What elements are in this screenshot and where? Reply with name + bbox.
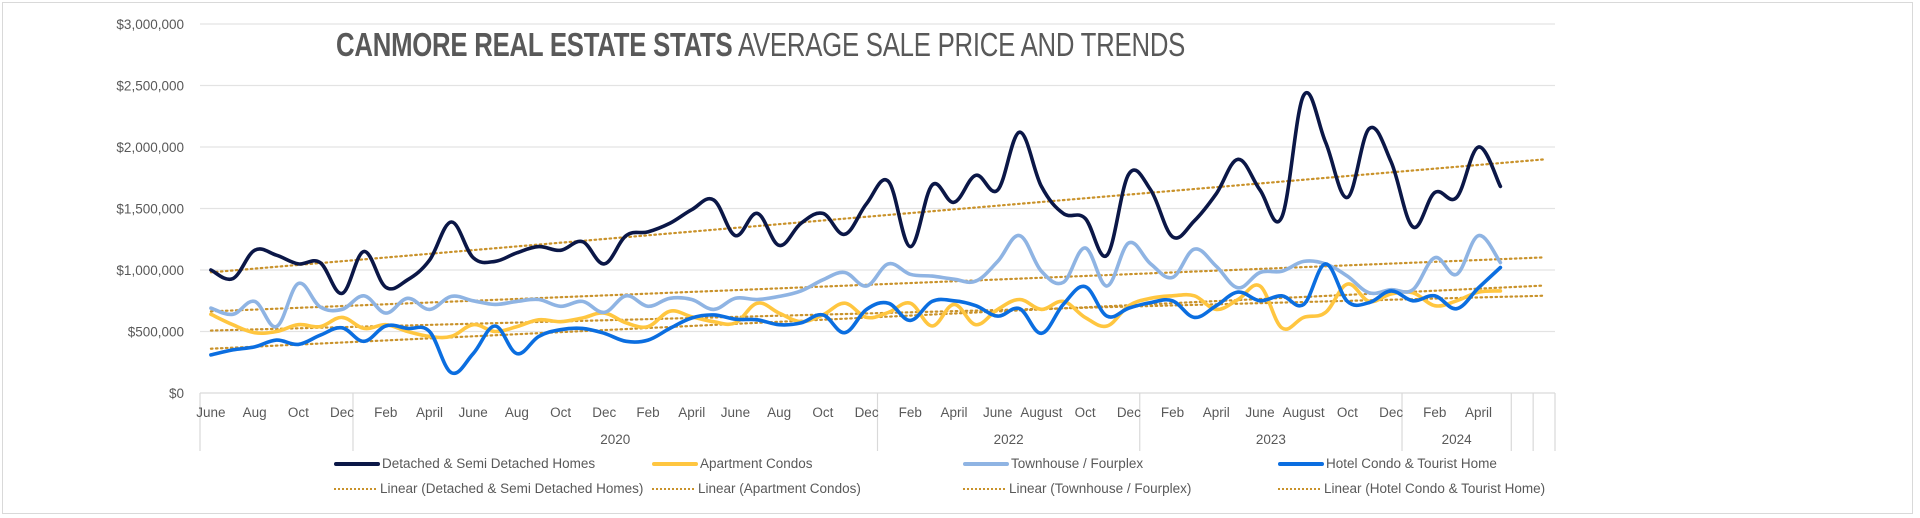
x-tick-label: Feb [1161,405,1184,420]
legend: Detached & Semi Detached Homes Apartment… [0,452,1920,512]
gridlines [200,23,1555,333]
x-year-label: 2022 [994,432,1024,447]
x-tick-label: August [1020,405,1062,420]
x-tick-label: Feb [1423,405,1446,420]
x-tick-label: Aug [243,405,267,420]
y-axis: $0 $500,000 $1,000,000 $1,500,000 $2,000,000… [116,17,184,401]
x-year-label: 2020 [600,432,630,447]
y-tick-label: $2,000,000 [116,140,184,155]
legend-label: Linear (Townhouse / Fourplex) [1009,481,1192,496]
trendline-detached [209,158,1546,274]
x-tick-label: April [940,405,967,420]
x-tick-label: Oct [812,405,833,420]
x-tick-label: April [1203,405,1230,420]
series-line-hotel [209,262,1503,376]
legend-swatch-trend [652,487,694,490]
legend-label: Apartment Condos [700,456,813,471]
x-tick-label: Oct [550,405,571,420]
legend-item-detached[interactable]: Detached & Semi Detached Homes [334,456,595,471]
legend-label: Linear (Apartment Condos) [698,481,861,496]
x-tick-label: April [416,405,443,420]
x-tick-label: Oct [1337,405,1358,420]
legend-label: Linear (Detached & Semi Detached Homes) [380,481,644,496]
y-tick-label: $1,500,000 [116,202,184,217]
x-tick-label: Aug [767,405,791,420]
x-axis: 2020 2022 2023 2024 June Aug Oct Dec Feb April Jun… [196,392,1556,451]
chart-title-bold: CANMORE REAL ESTATE STATS [336,26,733,63]
series-lines [209,90,1503,376]
x-tick-label: Feb [899,405,922,420]
x-year-label: 2024 [1442,432,1473,447]
x-tick-label: Dec [1379,405,1403,420]
legend-item-trend-detached[interactable]: Linear (Detached & Semi Detached Homes) [334,481,643,496]
x-tick-label: August [1283,405,1325,420]
legend-item-trend-hotel[interactable]: Linear (Hotel Condo & Tourist Home) [1278,481,1545,496]
chart-title-light: AVERAGE SALE PRICE AND TRENDS [732,26,1186,63]
x-tick-label: Dec [1117,405,1141,420]
y-tick-label: $500,000 [128,325,184,340]
x-tick-label: June [1245,405,1274,420]
x-tick-label: Oct [288,405,309,420]
y-tick-label: $0 [169,386,184,401]
x-tick-label: Dec [855,405,879,420]
chart-title: CANMORE REAL ESTATE STATS AVERAGE SALE P… [336,26,1185,64]
x-tick-label: June [459,405,488,420]
legend-item-trend-townhouse[interactable]: Linear (Townhouse / Fourplex) [963,481,1191,496]
legend-swatch-hotel [1278,461,1324,466]
y-tick-label: $3,000,000 [116,17,184,32]
x-tick-label: June [983,405,1012,420]
legend-swatch-apartment [652,461,698,466]
legend-label: Linear (Hotel Condo & Tourist Home) [1324,481,1546,496]
legend-label: Townhouse / Fourplex [1011,456,1144,471]
x-tick-label: Aug [505,405,529,420]
x-tick-label: April [678,405,705,420]
series-line-townhouse [209,233,1503,329]
trendline-apartment [209,294,1546,332]
legend-swatch-townhouse [963,461,1009,466]
legend-swatch-trend [334,487,376,490]
x-tick-label: Dec [330,405,354,420]
y-tick-label: $2,500,000 [116,79,184,94]
legend-label: Hotel Condo & Tourist Home [1326,456,1497,471]
x-tick-label: June [721,405,750,420]
x-tick-label: Dec [592,405,616,420]
legend-swatch-trend [963,487,1005,490]
legend-swatch-trend [1278,487,1320,490]
x-tick-label: Feb [374,405,397,420]
series-line-apartment [209,282,1503,340]
legend-item-trend-apartment[interactable]: Linear (Apartment Condos) [652,481,861,496]
series-line-detached [209,90,1503,296]
x-tick-label: Feb [636,405,659,420]
y-tick-label: $1,000,000 [116,263,184,278]
x-tick-label: April [1465,405,1492,420]
legend-label: Detached & Semi Detached Homes [382,456,596,471]
legend-item-townhouse[interactable]: Townhouse / Fourplex [963,456,1143,471]
legend-item-hotel[interactable]: Hotel Condo & Tourist Home [1278,456,1497,471]
legend-item-apartment[interactable]: Apartment Condos [652,456,813,471]
x-tick-label: June [196,405,225,420]
x-tick-label: Oct [1075,405,1096,420]
x-year-label: 2023 [1256,432,1286,447]
legend-swatch-detached [334,461,380,466]
